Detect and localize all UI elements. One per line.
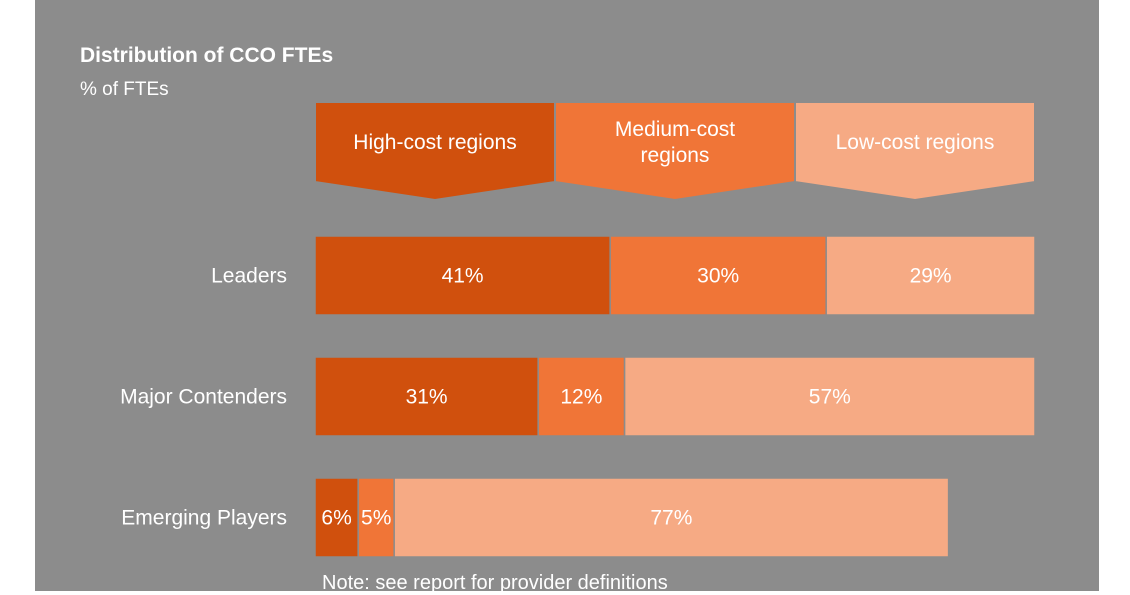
bar-value-label: 5% bbox=[361, 507, 391, 530]
region-header-3 bbox=[794, 101, 1036, 202]
bar-value-label: 29% bbox=[910, 265, 952, 288]
bar-segment bbox=[609, 235, 827, 316]
row-label: Major Contenders bbox=[120, 386, 287, 409]
region-header-label: regions bbox=[641, 144, 710, 167]
chart-subtitle: % of FTEs bbox=[80, 79, 169, 100]
bar-value-label: 6% bbox=[321, 507, 351, 530]
row-label: Leaders bbox=[211, 265, 287, 288]
footnote: Note: see report for provider definition… bbox=[322, 572, 668, 594]
region-header-1 bbox=[314, 101, 556, 202]
bar-segment bbox=[357, 477, 395, 558]
bar-segment bbox=[314, 356, 539, 437]
bar-segment bbox=[537, 356, 626, 437]
bar-segment bbox=[393, 477, 950, 558]
bar-value-label: 12% bbox=[560, 386, 602, 409]
bar-value-label: 30% bbox=[697, 265, 739, 288]
bar-value-label: 57% bbox=[809, 386, 851, 409]
bar-value-label: 77% bbox=[650, 507, 692, 530]
bar-segment bbox=[825, 235, 1036, 316]
bar-value-label: 31% bbox=[406, 386, 448, 409]
region-header-2 bbox=[554, 101, 796, 202]
region-header-label: Medium-cost bbox=[615, 118, 735, 141]
bar-segment bbox=[623, 356, 1036, 437]
region-header-label: High-cost regions bbox=[353, 131, 516, 154]
row-label: Emerging Players bbox=[121, 507, 287, 530]
region-header-label: Low-cost regions bbox=[836, 131, 995, 154]
bar-segment bbox=[314, 477, 359, 558]
chart-title: Distribution of CCO FTEs bbox=[80, 44, 334, 67]
bar-segment bbox=[314, 235, 611, 316]
bar-value-label: 41% bbox=[442, 265, 484, 288]
